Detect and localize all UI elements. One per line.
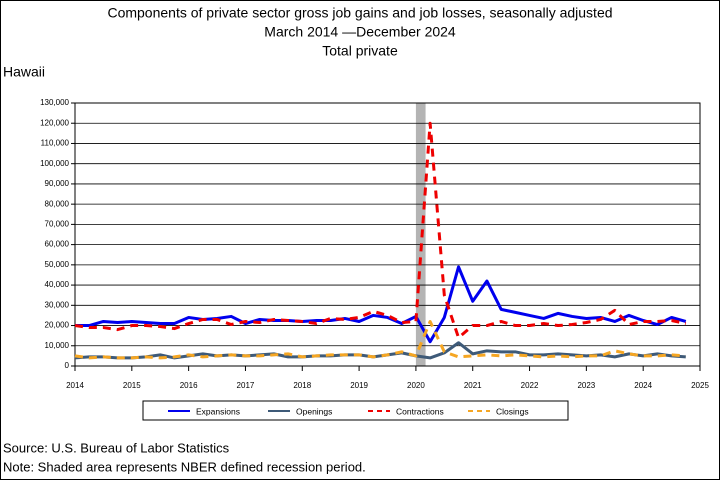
- y-tick-label: 90,000: [45, 179, 70, 188]
- x-tick-label: 2017: [237, 381, 255, 390]
- x-tick-label: 2020: [407, 381, 425, 390]
- y-tick-label: 80,000: [45, 199, 70, 208]
- y-tick-label: 110,000: [41, 139, 70, 148]
- x-tick-label: 2021: [464, 381, 482, 390]
- y-tick-label: 50,000: [45, 260, 70, 269]
- chart-subtitle-2: Total private: [322, 43, 398, 59]
- legend-box: [142, 400, 569, 421]
- chart-title: Components of private sector gross job g…: [107, 5, 612, 21]
- legend-label: Contractions: [396, 406, 444, 416]
- x-tick-label: 2025: [691, 381, 709, 390]
- note: Note: Shaded area represents NBER define…: [3, 459, 366, 474]
- y-tick-label: 60,000: [45, 240, 70, 249]
- series-line: [74, 121, 687, 340]
- source: Source: U.S. Bureau of Labor Statistics: [3, 440, 230, 455]
- y-tick-label: 0: [65, 361, 70, 370]
- y-tick-label: 40,000: [45, 280, 70, 289]
- legend-label: Openings: [296, 406, 332, 416]
- x-tick-label: 2019: [350, 381, 368, 390]
- x-tick-label: 2023: [577, 381, 595, 390]
- chart-subtitle: March 2014 —December 2024: [264, 24, 456, 40]
- plot-frame: [74, 102, 701, 367]
- x-tick-label: 2022: [521, 381, 539, 390]
- y-tick-label: 10,000: [45, 341, 70, 350]
- y-tick-label: 100,000: [40, 159, 69, 168]
- x-tick-label: 2014: [66, 381, 84, 390]
- y-tick-label: 70,000: [45, 219, 70, 228]
- y-tick-label: 120,000: [40, 118, 69, 127]
- x-tick-label: 2015: [123, 381, 141, 390]
- x-tick-label: 2018: [293, 381, 311, 390]
- x-tick-label: 2016: [180, 381, 198, 390]
- y-tick-label: 30,000: [45, 300, 70, 309]
- legend-label: Expansions: [196, 406, 240, 416]
- y-tick-label: 130,000: [40, 98, 69, 107]
- series-line: [74, 319, 686, 360]
- legend-label: Closings: [496, 406, 529, 416]
- y-tick-label: 20,000: [45, 321, 70, 330]
- series-line: [75, 265, 687, 344]
- region-label: Hawaii: [3, 64, 45, 80]
- x-tick-label: 2024: [634, 381, 652, 390]
